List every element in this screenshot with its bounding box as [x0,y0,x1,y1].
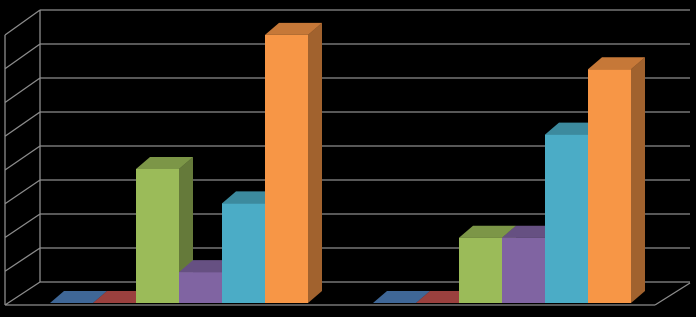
grid-line [4,213,41,239]
bar-top [373,291,430,303]
bar-top [416,291,473,303]
bar-side [308,22,322,303]
bar [222,203,265,303]
bar [265,34,308,303]
bar-top [179,260,236,273]
bar-top [502,225,559,238]
grid-line [4,281,41,306]
grid-line [4,145,41,171]
bar [179,272,222,303]
bar-top [459,225,516,238]
bar-top [545,122,602,135]
floor-line [654,282,691,306]
grid-line [4,9,41,36]
grid-line [4,247,41,272]
bar-top [93,291,150,303]
grid-line [4,179,41,205]
bar-top [50,291,107,303]
bar-top [222,191,279,204]
bar [588,69,631,303]
grid-line [4,77,41,104]
grid-line [4,43,41,70]
bar [545,134,588,303]
grid-line [4,111,41,137]
bar [502,237,545,303]
bar [136,168,179,303]
bar-top [265,22,322,35]
bar-top [136,156,193,169]
bar [459,237,502,303]
bar-top [588,57,645,70]
bar-side [631,57,645,303]
